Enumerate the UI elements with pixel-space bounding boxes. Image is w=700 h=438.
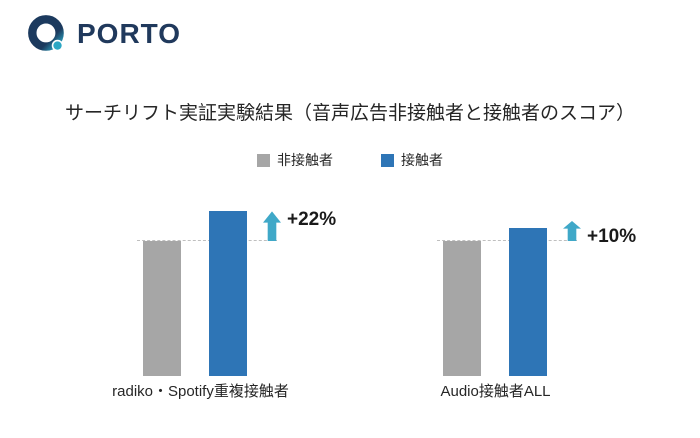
baseline-dash: [137, 240, 277, 241]
bar-group-audio-all: +10%: [437, 195, 636, 376]
legend-label: 非接触者: [277, 152, 333, 168]
baseline-dash: [437, 240, 577, 241]
bar-non-exposed: [443, 241, 481, 376]
legend-item-exposed: 接触者: [381, 150, 443, 170]
lift-annotation: +22%: [287, 209, 337, 231]
logo: PORTO: [26, 13, 181, 55]
bar-group-radiko-spotify: +22%: [137, 195, 336, 376]
category-label: radiko・Spotify重複接触者: [112, 383, 289, 400]
legend-swatch-gray: [257, 153, 270, 167]
lift-arrow-icon: [563, 221, 581, 241]
legend: 非接触者 接触者: [0, 150, 700, 170]
category-label: Audio接触者ALL: [440, 383, 551, 400]
bar-exposed: [509, 227, 547, 376]
bar-non-exposed: [143, 241, 181, 376]
legend-label: 接触者: [401, 152, 443, 168]
chart-title: サーチリフト実証実験結果（音声広告非接触者と接触者のスコア）: [64, 103, 635, 124]
lift-arrow-icon: [263, 211, 281, 241]
brand-name: PORTO: [77, 18, 182, 49]
porto-ring-icon: [28, 15, 64, 52]
legend-item-non-exposed: 非接触者: [257, 150, 333, 170]
bar-exposed: [209, 211, 247, 376]
legend-swatch-blue: [381, 153, 394, 167]
lift-annotation: +10%: [587, 225, 637, 247]
